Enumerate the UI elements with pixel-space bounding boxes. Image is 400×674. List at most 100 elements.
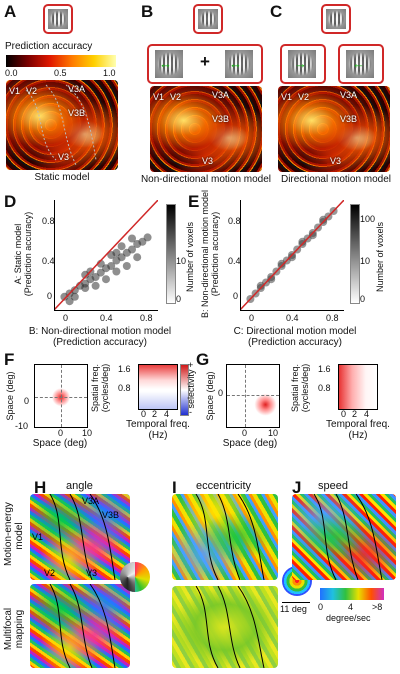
scale-bar [282, 602, 310, 603]
y-tick: 1.6 [318, 364, 331, 374]
colorbar-tick: >8 [372, 602, 383, 612]
angle-color-wheel-icon [120, 562, 150, 592]
area-label: V3 [86, 568, 98, 578]
x-axis-label-line2: (Hz) [148, 430, 168, 441]
panel-letter-c: C [270, 2, 283, 21]
panel-letter-i: I [172, 478, 177, 497]
stimulus-frame-static [43, 4, 73, 34]
scatter-point [70, 286, 79, 295]
scatter-point [319, 215, 328, 224]
colorbar-label: Number of voxels [185, 221, 195, 293]
speed-map-model [292, 494, 396, 580]
y-tick: 0.8 [42, 216, 55, 226]
model-label: Directional motion model [280, 174, 392, 185]
stimulus-frame-pair-b: ↔ + ↔ [147, 44, 263, 84]
frequency-tuning-map-f [138, 364, 178, 410]
y-axis-label: B: Non-directional motion model (Predict… [200, 184, 220, 324]
colorbar-title: Prediction accuracy [5, 41, 93, 52]
x-tick: 0.4 [100, 313, 113, 323]
grating-stimulus-icon [346, 50, 374, 78]
y-axis-label: A: Static model (Prediction accuracy) [13, 199, 33, 309]
scatter-point [107, 262, 116, 270]
scatter-point [256, 281, 265, 290]
stimulus-frame-top-b [193, 4, 223, 34]
left-right-arrow-icon: ↔ [159, 56, 172, 71]
x-axis-label-line2: (Hz) [348, 430, 368, 441]
grating-stimulus-icon [288, 50, 316, 78]
grating-stimulus-icon [225, 50, 253, 78]
y-axis-label: Space (deg) [5, 371, 15, 421]
grating-stimulus-icon [155, 50, 183, 78]
model-label: Static model [34, 172, 90, 183]
area-label: V3B [68, 108, 86, 118]
colorbar-tick: 0 [318, 602, 324, 612]
row-label-line2: mapping [14, 609, 25, 649]
area-label: V3A [82, 496, 100, 506]
selectivity-plus: + [188, 360, 194, 370]
panel-letter-h: H [34, 478, 47, 497]
scatter-point [122, 262, 131, 270]
right-arrow-icon: → [294, 56, 307, 71]
x-tick: 2 [152, 409, 158, 419]
y-axis-label-line1: B: Non-directional motion model [200, 189, 210, 319]
area-label: V2 [44, 568, 56, 578]
x-axis-label-line1: Temporal freq. [126, 419, 190, 430]
colorbar-tick: 10 [176, 256, 187, 266]
x-tick: 10 [268, 428, 279, 438]
y-tick: -10 [15, 421, 29, 431]
scatter-point [81, 284, 90, 292]
frequency-tuning-map-g [338, 364, 378, 410]
y-axis-label-line1: Spatial freq. [90, 363, 100, 413]
vertical-meridian [61, 365, 62, 427]
y-tick: 0.4 [42, 256, 55, 266]
scatter-point [91, 273, 100, 281]
scatter-point [133, 253, 142, 262]
panel-letter-b: B [141, 2, 154, 21]
scatter-point [298, 237, 307, 246]
colorbar-tick: 10 [360, 256, 371, 266]
scatter-plot-d [54, 200, 158, 310]
x-axis-label-line1: B: Non-directional motion model [28, 326, 172, 337]
x-tick: 10 [82, 428, 93, 438]
stimulus-frame-left-c: → [280, 44, 326, 84]
y-tick: 0.8 [118, 383, 131, 393]
area-label: V3A [212, 90, 230, 100]
x-tick: 0 [242, 428, 248, 438]
x-axis-label-line2: (Prediction accuracy) [248, 337, 342, 348]
colorbar-unit: degree/sec [326, 613, 371, 623]
grating-stimulus-icon [326, 9, 346, 29]
identity-line [54, 200, 158, 310]
x-tick: 0 [63, 313, 69, 323]
y-tick: 0.8 [318, 383, 331, 393]
area-label: V3 [330, 156, 342, 166]
area-label: V3A [68, 84, 86, 94]
selectivity-colorbar [180, 364, 189, 416]
x-axis-label-line2: (Prediction accuracy) [53, 337, 147, 348]
scatter-point [288, 253, 296, 262]
voxel-count-colorbar-d [166, 204, 176, 304]
scatter-point [65, 297, 74, 306]
panel-letter-f: F [4, 350, 15, 369]
prediction-accuracy-colorbar [6, 55, 116, 67]
y-axis-label-line2: (cycles/deg) [300, 363, 310, 413]
y-axis-label: Space (deg) [205, 371, 215, 421]
horizontal-meridian [227, 395, 279, 396]
y-tick: 0 [47, 291, 53, 301]
colorbar-tick: 0.0 [5, 68, 18, 78]
eccentricity-map-model [172, 494, 278, 580]
map-title-angle: angle [66, 480, 93, 492]
area-label: V1 [9, 86, 21, 96]
horizontal-meridian [35, 397, 87, 398]
scatter-plot-e [240, 200, 344, 310]
y-tick: 0.4 [228, 256, 241, 266]
angle-map-model: V3A V3B V1 V2 V3 [30, 494, 130, 580]
y-axis-label: Spatial freq. (cycles/deg) [90, 356, 110, 420]
scatter-point [143, 233, 152, 242]
scatter-point [102, 275, 110, 284]
y-axis-label: Spatial freq. (cycles/deg) [290, 356, 310, 420]
flatmap-static-model: V1 V2 V3A V3B V3 [6, 80, 118, 170]
x-axis-label-line1: Temporal freq. [326, 419, 390, 430]
selectivity-minus: - [189, 407, 192, 417]
grating-stimulus-icon [48, 9, 68, 29]
area-label: V1 [281, 92, 293, 102]
